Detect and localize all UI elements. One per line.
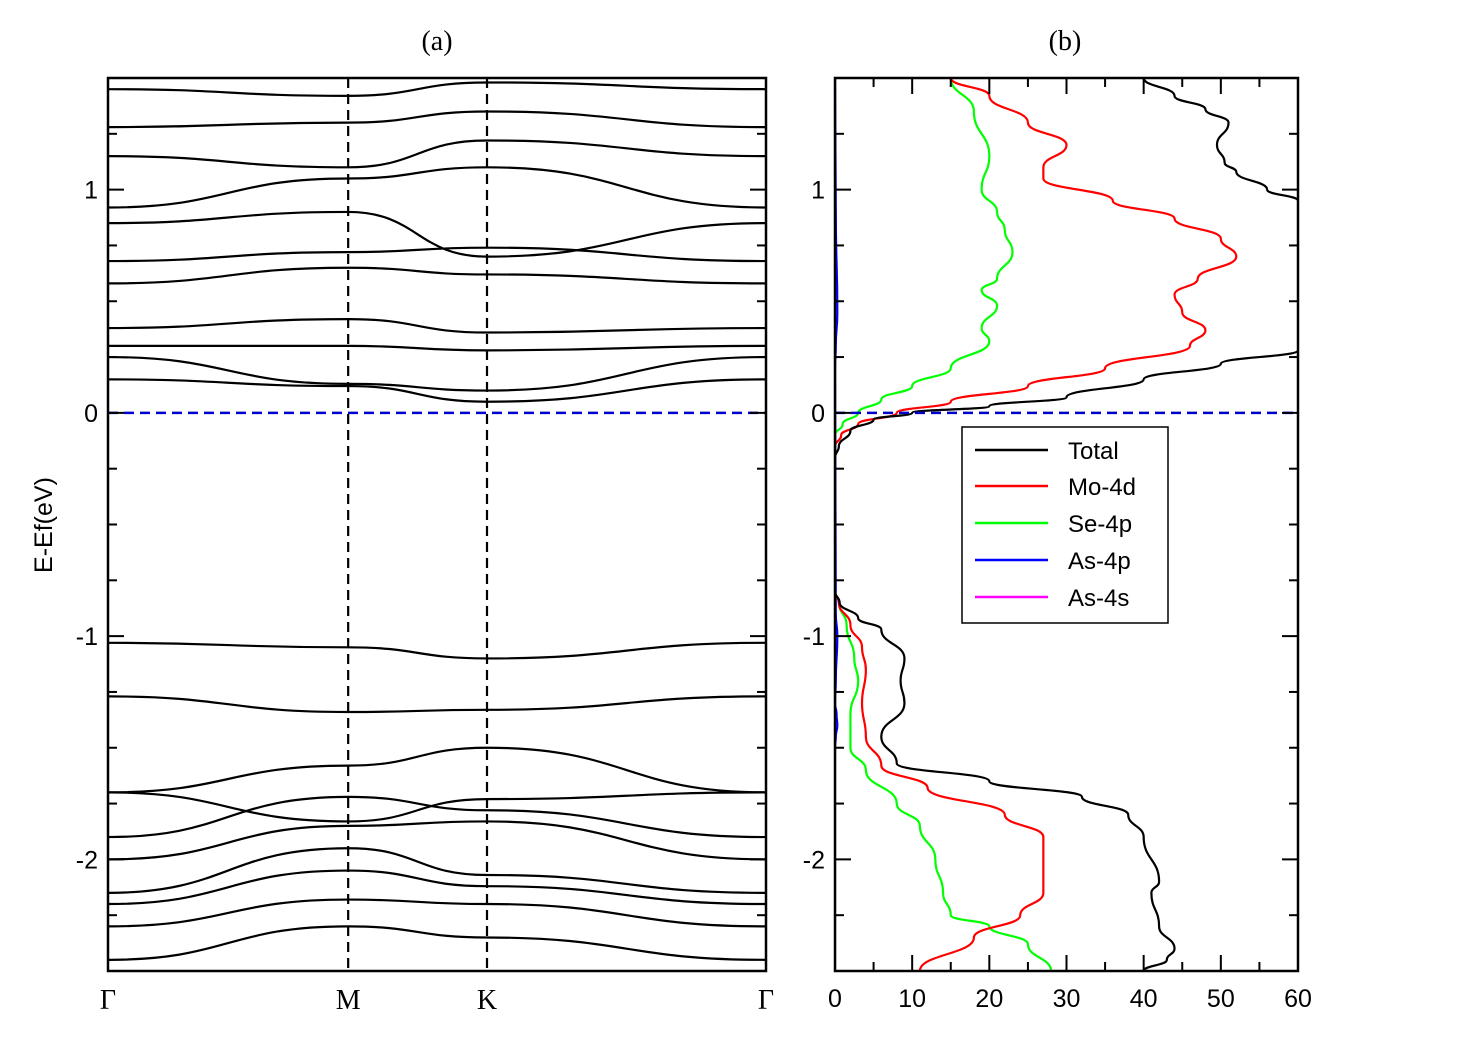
y-tick-label: 0 [811, 400, 825, 428]
band-line-10 [108, 378, 766, 403]
y-tick-label: -2 [803, 846, 825, 874]
band-line-2 [108, 746, 766, 794]
band-line-1 [108, 695, 766, 714]
panel-a-title: (a) [421, 26, 452, 57]
x-tick-label: 60 [1284, 985, 1312, 1013]
band-line-17 [108, 166, 766, 209]
band-line-9 [108, 925, 766, 961]
band-line-12 [108, 344, 766, 352]
dos-curve-total [1142, 78, 1298, 202]
dos-curve-se-4p [835, 78, 1014, 436]
legend-label-as-4p: As-4p [1068, 548, 1131, 575]
legend-label-total: Total [1068, 438, 1119, 465]
x-tick-label: 30 [1053, 985, 1081, 1013]
x-tick-label: 40 [1130, 985, 1158, 1013]
band-structure-plot-area [108, 78, 766, 971]
band-line-18 [108, 139, 766, 169]
dos-panel: (b) -2 -1 0 1 0 10 20 30 40 50 60 Total Mo-4d Se-… [803, 26, 1312, 1013]
x-tick-label: 10 [898, 985, 926, 1013]
legend-label-se-4p: Se-4p [1068, 511, 1132, 538]
x-tick-label: 20 [975, 985, 1003, 1013]
y-tick-label: 1 [811, 177, 825, 205]
k-point-label: M [336, 985, 361, 1016]
band-line-20 [108, 81, 766, 97]
y-tick-label: -1 [803, 623, 825, 651]
band-line-5 [108, 820, 766, 861]
k-point-label: Γ [100, 985, 116, 1016]
legend-label-as-4s: As-4s [1068, 585, 1129, 612]
panel-b-y-ticks: -2 -1 0 1 [803, 77, 1298, 972]
band-line-14 [108, 266, 766, 285]
band-line-3 [108, 795, 766, 839]
x-tick-label: 0 [828, 985, 842, 1013]
legend-entry-se-4p: Se-4p [975, 511, 1132, 538]
y-tick-label: 0 [84, 400, 98, 428]
dos-curve-total [835, 591, 1176, 971]
legend-entry-mo-4d: Mo-4d [975, 474, 1136, 501]
dos-plot-area [835, 78, 1298, 971]
band-line-13 [108, 318, 766, 334]
dos-curve-se-4p [835, 591, 1053, 971]
dos-curve-mo-4d [835, 591, 1045, 971]
x-tick-label: 50 [1207, 985, 1235, 1013]
dos-curve-mo-4d [835, 78, 1238, 447]
legend-box [961, 426, 1169, 624]
panel-b-title: (b) [1049, 26, 1082, 57]
dos-curve-total [835, 349, 1298, 458]
band-line-15 [108, 246, 766, 263]
band-line-4 [108, 791, 766, 823]
legend-entry-as-4p: As-4p [975, 548, 1131, 575]
k-point-label: K [477, 985, 497, 1016]
band-line-16 [108, 210, 766, 258]
band-line-8 [108, 898, 766, 928]
legend: Total Mo-4d Se-4p As-4p As-4s [961, 426, 1169, 624]
band-structure-panel: (a) E-Ef(eV) -2 -1 0 1 Γ M K Γ [30, 26, 774, 1016]
panel-a-y-ticks: -2 -1 0 1 [76, 77, 766, 972]
y-tick-label: -1 [76, 623, 98, 651]
panel-a-frame [106, 76, 768, 973]
panel-b-x-ticks: 0 10 20 30 40 50 60 [828, 78, 1312, 1013]
panel-a-y-axis-label: E-Ef(eV) [30, 477, 58, 573]
band-line-11 [108, 355, 766, 392]
legend-entry-total: Total [975, 438, 1119, 465]
legend-label-mo-4d: Mo-4d [1068, 474, 1136, 501]
band-line-6 [108, 847, 766, 894]
legend-entry-as-4s: As-4s [975, 585, 1129, 612]
band-line-19 [108, 110, 766, 129]
band-line-7 [108, 869, 766, 906]
k-point-label: Γ [758, 985, 774, 1016]
y-tick-label: -2 [76, 846, 98, 874]
band-line-0 [108, 641, 766, 660]
y-tick-label: 1 [84, 177, 98, 205]
